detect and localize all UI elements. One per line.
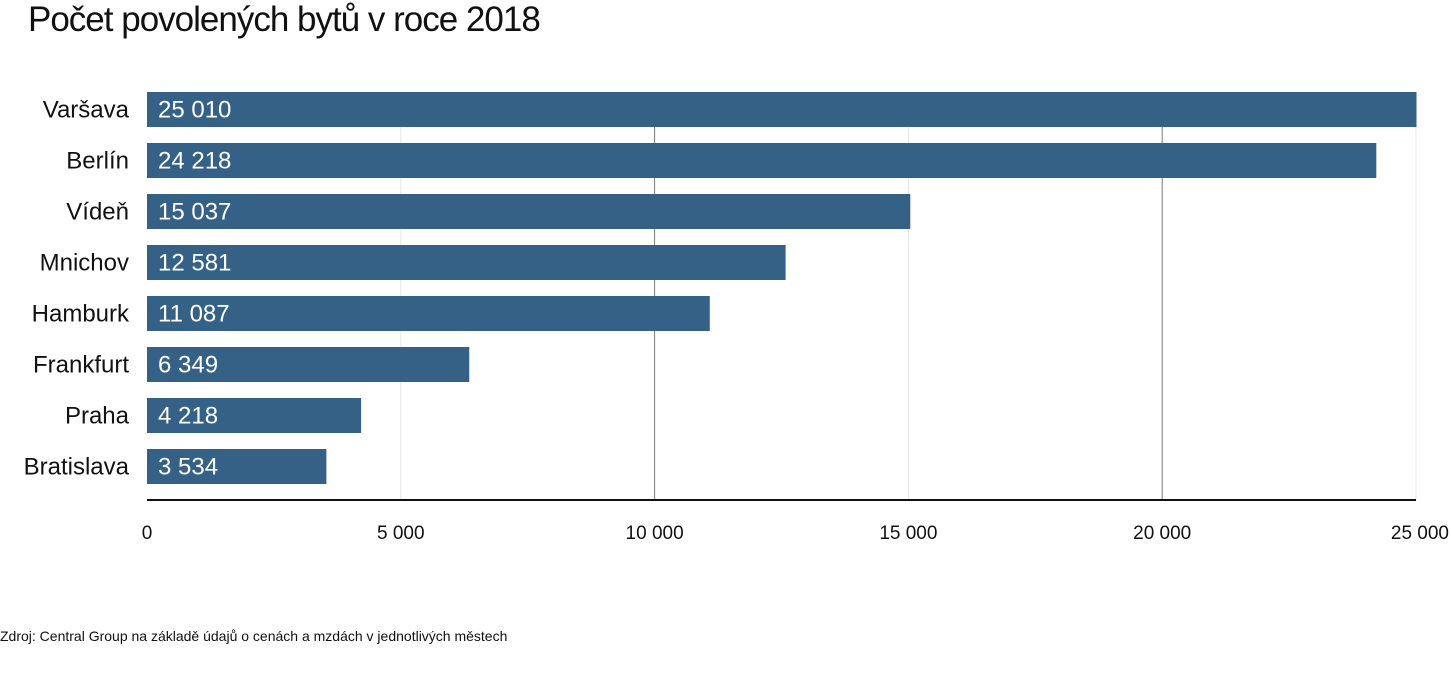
value-label: 12 581 bbox=[158, 250, 231, 277]
value-labels: 25 010 24 218 15 037 12 581 11 087 6 349 4 218… bbox=[158, 97, 231, 481]
category-label: Bratislava bbox=[24, 454, 130, 481]
category-label: Varšava bbox=[43, 97, 130, 124]
value-label: 3 534 bbox=[158, 454, 218, 481]
value-label: 11 087 bbox=[158, 301, 230, 328]
value-label: 6 349 bbox=[158, 352, 218, 379]
value-label: 15 037 bbox=[158, 199, 231, 226]
bars bbox=[147, 92, 1417, 484]
bar bbox=[147, 194, 911, 229]
bar bbox=[147, 92, 1417, 127]
category-label: Hamburk bbox=[32, 301, 130, 328]
bar bbox=[147, 398, 362, 433]
chart-title: Počet povolených bytů v roce 2018 bbox=[28, 0, 541, 39]
category-label: Praha bbox=[65, 403, 130, 430]
bar bbox=[147, 143, 1377, 178]
category-label: Vídeň bbox=[66, 199, 129, 226]
x-tick-label: 15 000 bbox=[879, 523, 937, 544]
x-tick-label: 5 000 bbox=[377, 523, 425, 544]
x-tick-label: 20 000 bbox=[1133, 523, 1191, 544]
category-label: Frankfurt bbox=[33, 352, 129, 379]
x-tick-labels: 0 5 000 10 000 15 000 20 000 25 000 bbox=[142, 523, 1449, 544]
value-label: 24 218 bbox=[158, 148, 231, 175]
bar bbox=[147, 347, 470, 382]
bar bbox=[147, 245, 786, 280]
x-tick-label: 0 bbox=[142, 523, 153, 544]
x-tick-label: 25 000 bbox=[1391, 523, 1449, 544]
category-label: Berlín bbox=[66, 148, 129, 175]
bar bbox=[147, 449, 327, 484]
bar-chart: Varšava Berlín Vídeň Mnichov Hamburk Frankfur… bbox=[24, 92, 1449, 544]
value-label: 4 218 bbox=[158, 403, 218, 430]
bar bbox=[147, 296, 710, 331]
value-label: 25 010 bbox=[158, 97, 231, 124]
source-note: Zdroj: Central Group na základě údajů o … bbox=[0, 628, 508, 644]
category-label: Mnichov bbox=[40, 250, 129, 277]
x-tick-label: 10 000 bbox=[626, 523, 684, 544]
category-labels: Varšava Berlín Vídeň Mnichov Hamburk Frankfur… bbox=[24, 97, 130, 481]
